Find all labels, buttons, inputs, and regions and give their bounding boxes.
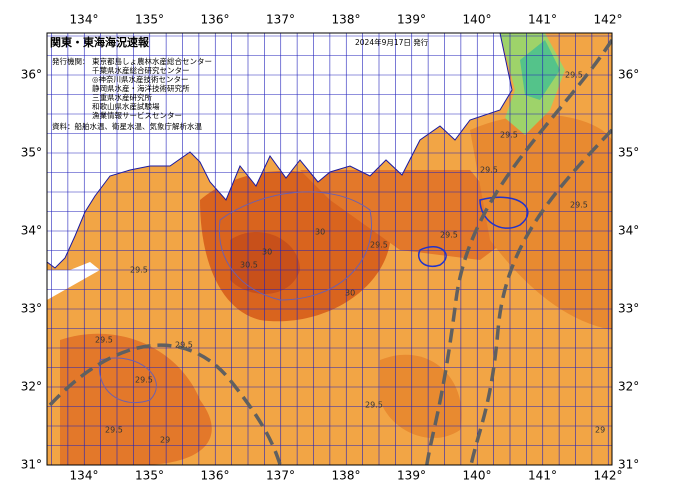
agency-label: 発行機関：	[52, 56, 90, 66]
contour-label: 29.5	[500, 131, 518, 140]
kuroshio-axis	[48, 39, 612, 465]
lon-label: 141°	[528, 469, 557, 483]
land	[47, 33, 513, 269]
warm-area	[60, 333, 212, 465]
contour-label: 29.5	[105, 426, 123, 435]
lon-label: 135°	[135, 469, 164, 483]
lon-label: 140°	[463, 13, 492, 27]
lon-label: 138°	[332, 13, 361, 27]
lon-label: 137°	[266, 13, 295, 27]
lat-label: 32°	[618, 380, 639, 394]
contour-label: 29.5	[480, 166, 498, 175]
agency: 三重県水産研究所	[92, 92, 152, 102]
lat-label: 35°	[618, 146, 639, 160]
lat-label: 31°	[21, 458, 42, 472]
contour-label: 29.5	[175, 341, 193, 350]
lon-label: 136°	[201, 469, 230, 483]
lon-label: 134°	[70, 469, 99, 483]
title: 関東・東海海況速報	[50, 35, 150, 49]
lon-label: 141°	[528, 13, 557, 27]
contour-label: 29.5	[440, 231, 458, 240]
contour-label: 29.5	[570, 201, 588, 210]
lat-label: 33°	[618, 302, 639, 316]
agency: 千葉県水産総合研究センター	[92, 65, 190, 75]
lon-label: 137°	[266, 469, 295, 483]
lon-label: 140°	[463, 469, 492, 483]
lon-label: 136°	[201, 13, 230, 27]
contour-label: 30	[262, 248, 272, 257]
lat-label: 34°	[618, 224, 639, 238]
lat-label: 31°	[618, 458, 639, 472]
frame	[46, 32, 613, 466]
contour-label: 29	[160, 436, 170, 445]
contours	[98, 191, 529, 404]
agency: 静岡県水産・海洋技術研究所	[92, 83, 190, 93]
contour-label: 29.5	[365, 401, 383, 410]
contour-label: 29.5	[130, 266, 148, 275]
contour-label: 30	[345, 289, 355, 298]
warm-core	[230, 231, 300, 294]
agency: 漁業情報サービスセンター	[92, 110, 182, 120]
contour-label: 29.5	[135, 376, 153, 385]
lon-label: 139°	[397, 469, 426, 483]
lon-label: 142°	[594, 469, 623, 483]
lon-label: 139°	[397, 13, 426, 27]
land	[47, 262, 100, 300]
lon-label: 134°	[70, 13, 99, 27]
warm-area	[380, 354, 462, 439]
agency: 東京都島しょ農林水産総合センター	[92, 56, 212, 66]
contour-label: 29	[595, 426, 605, 435]
contour-label: 30.5	[240, 261, 258, 270]
lat-label: 35°	[21, 146, 42, 160]
lon-label: 135°	[135, 13, 164, 27]
cold-area	[520, 40, 560, 100]
contour-label: 29.5	[95, 336, 113, 345]
issue-date: 2024年9月17日 発行	[355, 37, 429, 47]
lat-label: 36°	[618, 68, 639, 82]
lat-label: 34°	[21, 224, 42, 238]
warm-area	[300, 170, 520, 260]
lat-label: 36°	[21, 68, 42, 82]
agency: ◎神奈川県水産技術センター	[92, 74, 189, 84]
lon-label: 142°	[594, 13, 623, 27]
contour-label: 30	[315, 228, 325, 237]
agency: 和歌山県水産試験場	[92, 101, 160, 111]
lon-label: 138°	[332, 469, 361, 483]
contour-label: 29.5	[370, 241, 388, 250]
lat-label: 32°	[21, 380, 42, 394]
map-body	[47, 33, 612, 465]
lat-label: 33°	[21, 302, 42, 316]
source: 資料：船舶水温、衛星水温、気象庁解析水温	[52, 121, 202, 131]
contour-label: 29.5	[565, 71, 583, 80]
